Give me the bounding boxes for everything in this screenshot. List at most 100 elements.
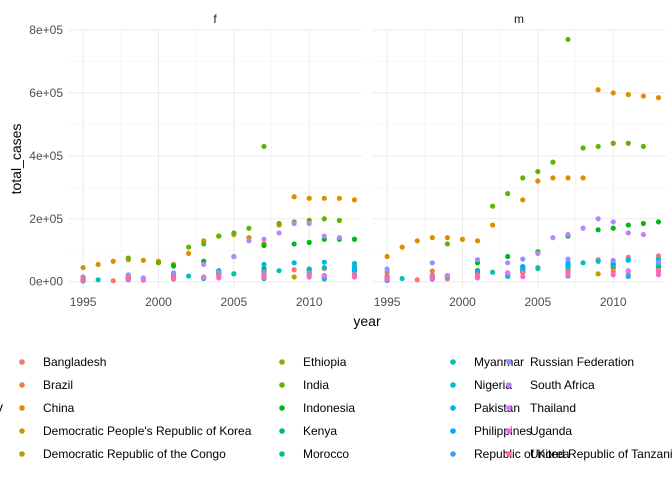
legend-key: [19, 428, 25, 434]
legend-key: [19, 405, 25, 411]
legend-label: Bangladesh: [43, 355, 106, 369]
data-point: [351, 236, 358, 242]
legend-key: [279, 359, 285, 365]
data-point: [520, 197, 526, 203]
data-point: [535, 178, 541, 184]
data-point: [610, 90, 616, 96]
data-point: [655, 219, 662, 225]
data-point: [261, 143, 267, 150]
x-tick-label: 1995: [374, 295, 401, 309]
data-point: [276, 220, 282, 227]
data-point: [186, 250, 192, 256]
data-point: [291, 194, 297, 200]
legend-item: Philippines: [450, 424, 532, 438]
data-point: [80, 264, 86, 271]
legend-item: Myanmar: [450, 355, 524, 369]
data-point: [321, 233, 327, 239]
data-point: [565, 175, 571, 181]
legend-item: Morocco: [279, 447, 349, 461]
data-point: [490, 203, 496, 209]
legend-key: [279, 428, 285, 434]
data-point: [125, 255, 131, 261]
data-point: [474, 257, 481, 263]
data-point: [170, 274, 177, 280]
data-point: [201, 274, 207, 280]
data-point: [261, 242, 267, 249]
data-point: [565, 36, 571, 43]
data-point: [505, 270, 511, 276]
legend-key: [279, 405, 285, 411]
data-point: [291, 267, 297, 273]
data-point: [80, 275, 86, 282]
legend: Bangladesh Brazil China Democratic People's…: [19, 355, 672, 461]
data-point: [490, 222, 496, 228]
data-point: [610, 219, 616, 225]
data-point: [306, 272, 312, 279]
x-axis-tick-labels: 1995 2000 2005 2010 1995 2000 2005 2010: [70, 295, 627, 309]
data-point: [125, 275, 131, 281]
data-point: [246, 238, 252, 244]
data-point: [261, 272, 267, 279]
data-point: [474, 272, 481, 278]
data-point: [321, 264, 327, 271]
data-point: [276, 268, 282, 274]
data-point: [580, 260, 586, 266]
data-point: [336, 235, 342, 241]
data-point: [520, 274, 526, 280]
data-point: [565, 231, 571, 238]
data-point: [520, 256, 526, 262]
data-point: [625, 257, 631, 263]
data-point: [640, 220, 646, 227]
facet-strip-label-f: f: [213, 12, 217, 26]
data-point: [399, 275, 405, 282]
data-point: [110, 258, 116, 264]
legend-label: Philippines: [474, 424, 532, 438]
data-point: [520, 264, 526, 270]
data-point: [595, 216, 601, 222]
data-point: [580, 145, 586, 151]
x-tick-label: 2010: [600, 295, 627, 309]
legend-title: y: [0, 399, 3, 415]
data-point: [216, 273, 222, 279]
data-point: [95, 277, 101, 283]
data-point: [655, 259, 662, 265]
data-point: [490, 269, 496, 275]
y-tick-label: 8e+05: [29, 23, 63, 37]
legend-label: Pakistan: [474, 401, 520, 415]
data-point: [474, 238, 481, 244]
legend-key: [19, 359, 25, 365]
facet-panel-m: [372, 29, 666, 288]
data-point: [625, 140, 631, 146]
data-point: [170, 270, 177, 276]
data-point: [520, 175, 526, 181]
data-point: [351, 272, 358, 279]
data-point: [565, 261, 571, 268]
data-point: [625, 91, 631, 98]
data-point: [655, 269, 662, 275]
x-tick-label: 2000: [145, 295, 172, 309]
legend-label: Democratic People's Republic of Korea: [43, 424, 252, 438]
data-point: [231, 271, 237, 277]
legend-label: South Africa: [530, 378, 595, 392]
data-point: [216, 233, 222, 239]
data-point: [505, 260, 511, 266]
data-point: [336, 195, 342, 201]
legend-label: Uganda: [530, 424, 572, 438]
data-point: [640, 143, 646, 150]
data-point: [429, 273, 435, 279]
data-point: [414, 238, 420, 244]
legend-label: Democratic Republic of the Congo: [43, 447, 226, 461]
data-point: [399, 244, 405, 250]
data-point: [110, 278, 116, 284]
legend-key: [279, 382, 285, 388]
x-tick-label: 2005: [220, 295, 247, 309]
x-axis-title: year: [353, 313, 381, 329]
data-point: [444, 235, 450, 241]
data-point: [321, 273, 327, 279]
data-point: [505, 253, 511, 260]
data-point: [535, 250, 541, 256]
data-point: [429, 260, 435, 266]
data-point: [321, 259, 327, 265]
data-point: [520, 270, 526, 276]
legend-item: Indonesia: [279, 401, 355, 415]
